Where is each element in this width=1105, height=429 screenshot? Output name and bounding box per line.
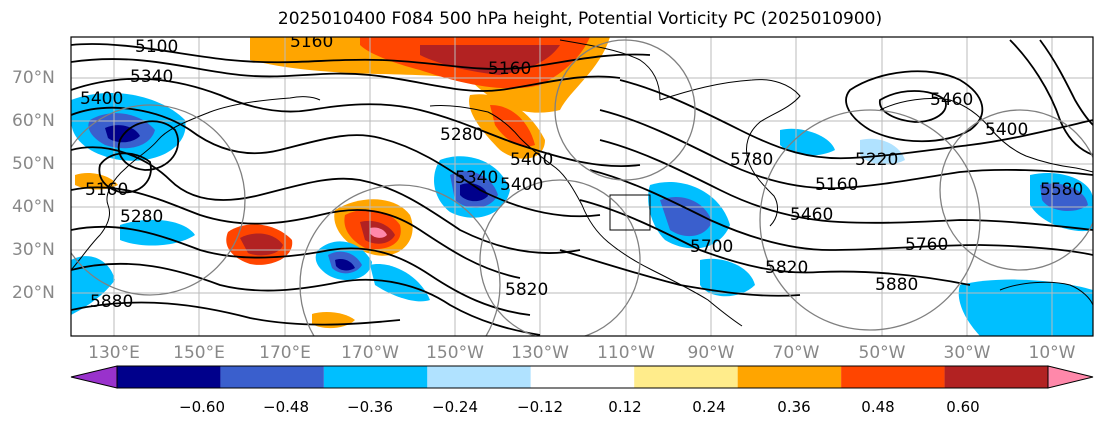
colorbar-extend-low <box>70 365 118 389</box>
contour-label: 5760 <box>905 235 948 255</box>
contour-label: 5820 <box>765 258 808 278</box>
colorbar <box>70 365 1094 389</box>
contour-label: 5580 <box>1040 180 1083 200</box>
lat-label: 30°N <box>12 240 55 260</box>
contour-label: 5160 <box>290 32 333 52</box>
lon-label: 110°W <box>597 343 655 363</box>
contour-label: 5160 <box>488 59 531 79</box>
colorbar-segment <box>117 366 221 388</box>
pv-positive-shading <box>75 37 610 329</box>
contour-label: 5460 <box>930 90 973 110</box>
lon-label: 50°W <box>858 343 906 363</box>
lon-label: 10°W <box>1028 343 1076 363</box>
contour-label: 5340 <box>130 67 173 87</box>
lat-label: 40°N <box>12 197 55 217</box>
contour-label: 5700 <box>690 237 733 257</box>
contour-label: 5820 <box>505 280 548 300</box>
lon-label: 130°W <box>511 343 569 363</box>
contour-label: 5220 <box>855 150 898 170</box>
contour-label: 5280 <box>120 207 163 227</box>
contour-label: 5880 <box>875 275 918 295</box>
colorbar-segment <box>634 366 738 388</box>
lon-label: 150°W <box>426 343 484 363</box>
contour-label: 5160 <box>85 180 128 200</box>
contour-label: 5400 <box>510 150 553 170</box>
contour-label: 5460 <box>790 205 833 225</box>
colorbar-tick-label: 0.12 <box>608 398 642 416</box>
colorbar-tick-label: 0.60 <box>946 398 980 416</box>
map-title: 2025010400 F084 500 hPa height, Potentia… <box>277 9 883 29</box>
colorbar-tick-label: −0.60 <box>179 398 225 416</box>
lon-label: 30°W <box>943 343 991 363</box>
colorbar-tick-label: 0.24 <box>692 398 726 416</box>
contour-label: 5780 <box>730 150 773 170</box>
colorbar-tick-label: −0.36 <box>347 398 393 416</box>
lon-label: 170°W <box>341 343 399 363</box>
lat-label: 20°N <box>12 283 55 303</box>
colorbar-segment <box>530 366 635 388</box>
contour-label: 5160 <box>815 175 858 195</box>
colorbar-tick-label: −0.24 <box>432 398 478 416</box>
pv-negative-shading <box>71 92 1093 336</box>
colorbar-segment <box>220 366 324 388</box>
contour-label: 5400 <box>985 120 1028 140</box>
colorbar-tick-label: −0.48 <box>263 398 309 416</box>
colorbar-segment <box>841 366 945 388</box>
lon-label: 150°E <box>173 343 225 363</box>
reference-circles <box>71 39 1093 336</box>
contour-label: 5400 <box>500 175 543 195</box>
colorbar-tick-label: 0.48 <box>861 398 895 416</box>
colorbar-segment <box>737 366 842 388</box>
colorbar-tick-label: −0.12 <box>517 398 563 416</box>
contour-label: 5400 <box>80 89 123 109</box>
coastlines <box>71 39 1093 327</box>
lat-label: 50°N <box>12 154 55 174</box>
colorbar-segment <box>427 366 531 388</box>
lon-label: 90°W <box>687 343 735 363</box>
colorbar-segment <box>323 366 428 388</box>
contour-label: 5340 <box>455 168 498 188</box>
lat-label: 60°N <box>12 111 55 131</box>
graticule <box>71 37 1093 336</box>
contour-label: 5100 <box>135 37 178 57</box>
contour-label: 5880 <box>90 292 133 312</box>
colorbar-border <box>116 365 1049 389</box>
contour-labels: 5100 5160 5340 5400 5160 5280 5340 5400 … <box>80 32 1083 312</box>
colorbar-extend-high <box>1047 365 1094 389</box>
map-plot-area: 5100 5160 5340 5400 5160 5280 5340 5400 … <box>71 32 1093 336</box>
height-contours <box>71 39 1093 336</box>
colorbar-segment <box>944 366 1048 388</box>
contour-label: 5280 <box>440 125 483 145</box>
lon-label: 170°E <box>259 343 311 363</box>
colorbar-tick-label: 0.36 <box>777 398 811 416</box>
lon-label: 70°W <box>772 343 820 363</box>
lat-label: 70°N <box>12 68 55 88</box>
lon-label: 130°E <box>88 343 140 363</box>
map-frame <box>70 36 1094 337</box>
